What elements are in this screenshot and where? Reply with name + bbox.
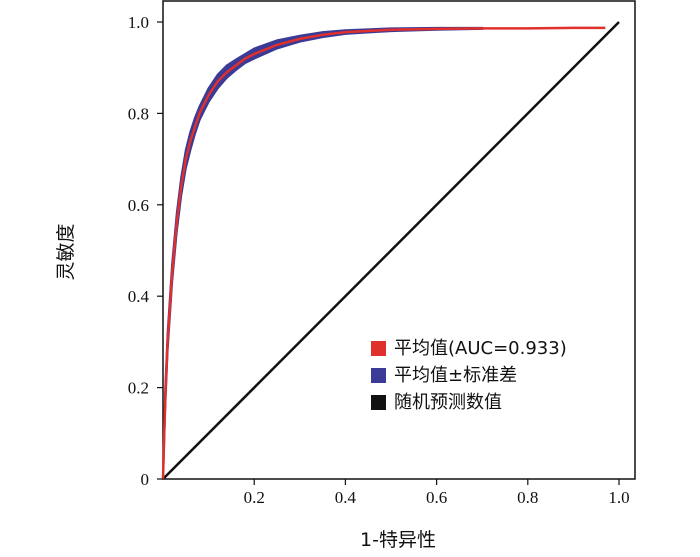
axes [162,0,636,480]
legend-swatch [371,395,386,410]
random-line [162,21,620,480]
legend-label: 平均值±标准差 [394,365,517,386]
y-tick-label: 0.2 [128,379,149,398]
y-tick-label: 0.8 [128,104,149,123]
legend-label: 平均值(AUC=0.933) [394,338,567,359]
x-tick-label: 0.8 [517,488,538,507]
plot-frame [162,0,636,480]
y-tick-label: 0.6 [128,196,149,215]
series-layer [161,21,620,480]
tick-layer: 0.2 0.4 0.6 0.8 1.0 0 0.2 0.4 0.6 0.8 1.0 [128,13,630,507]
x-tick-label: 0.2 [244,488,265,507]
legend-swatch [371,368,386,383]
x-tick-label: 0.4 [335,488,357,507]
legend-swatch [371,341,386,356]
mean-roc-line [161,26,606,480]
y-tick-label: 0.4 [128,287,150,306]
x-axis-label: 1-特异性 [360,529,436,551]
y-axis-label: 灵敏度 [55,223,77,280]
x-tick-label: 1.0 [608,488,629,507]
legend-label: 随机预测数值 [394,392,502,413]
y-tick-label: 0 [141,470,150,489]
y-tick-label: 1.0 [128,13,149,32]
x-tick-label: 0.6 [426,488,447,507]
